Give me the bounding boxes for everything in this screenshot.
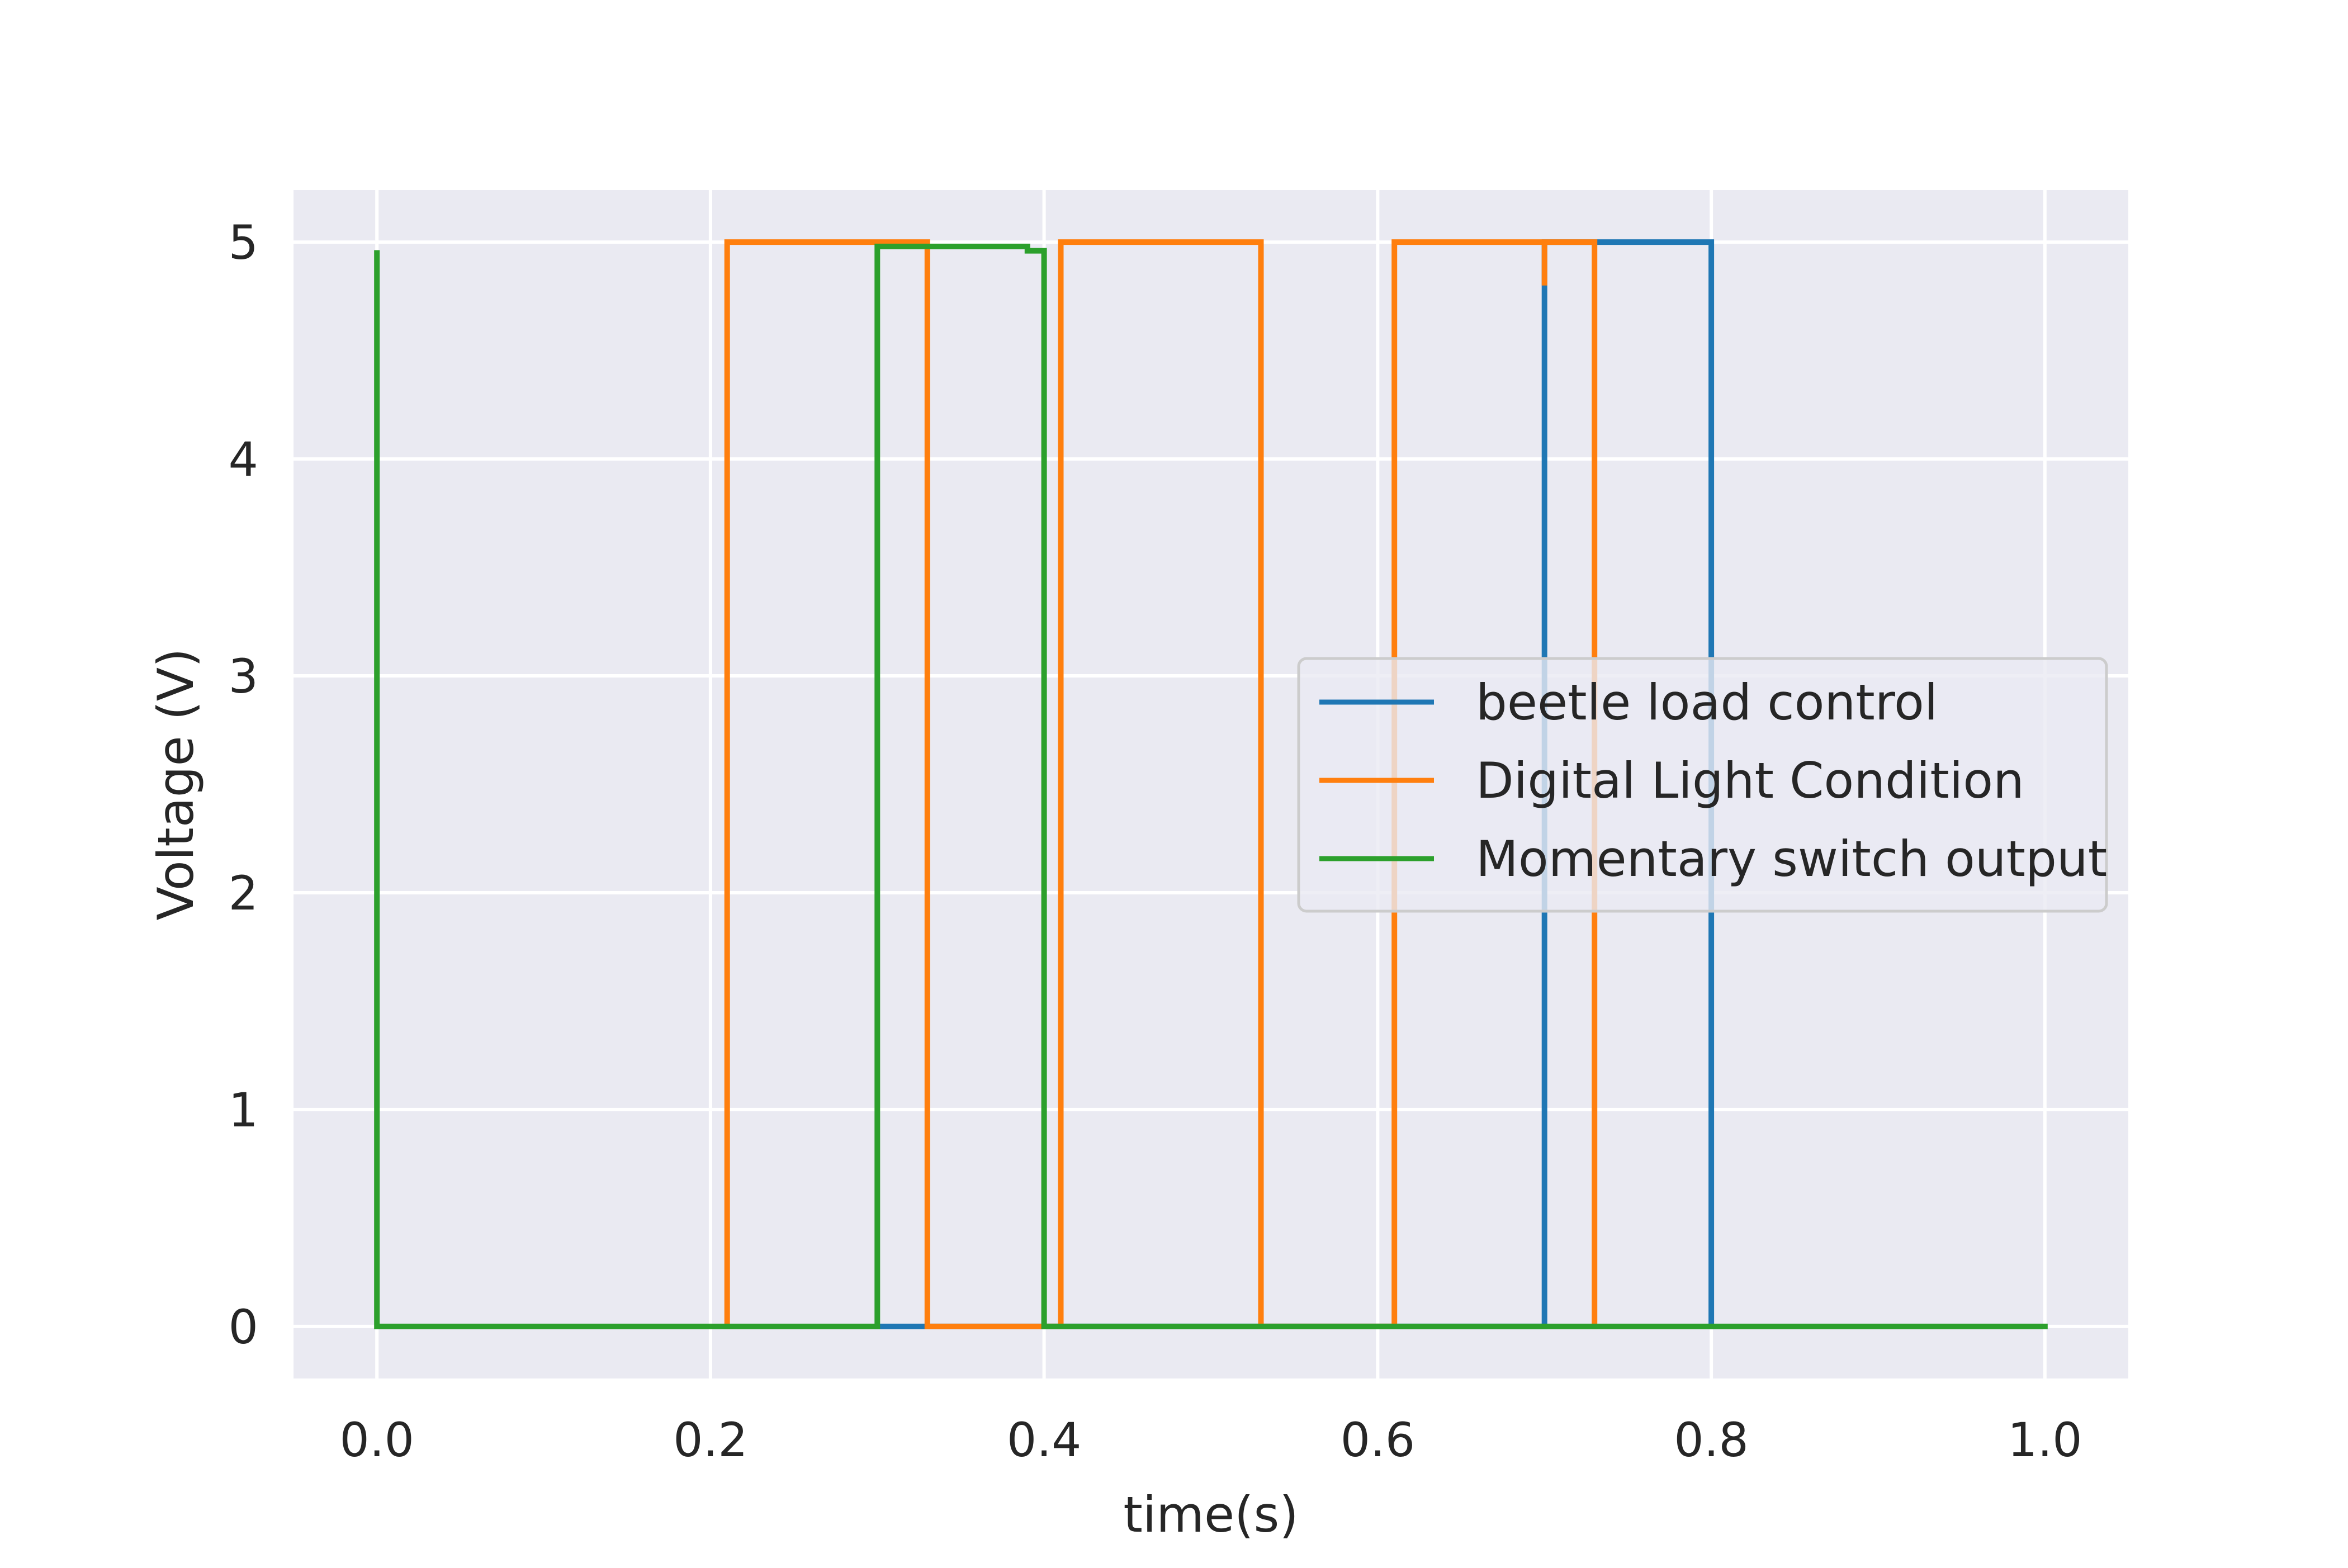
y-tick-label: 2 [229, 866, 258, 921]
y-tick-label: 0 [229, 1300, 258, 1354]
y-tick-label: 1 [229, 1083, 258, 1138]
x-axis-ticks: 0.0 0.2 0.4 0.6 0.8 1.0 [339, 1413, 2082, 1467]
legend: beetle load control Digital Light Condit… [1297, 657, 2108, 913]
y-tick-label: 4 [229, 432, 258, 487]
x-axis-label: time(s) [1123, 1486, 1298, 1543]
x-tick-label: 0.0 [339, 1413, 414, 1467]
y-axis-label: Voltage (V) [147, 648, 205, 921]
series-lines [374, 239, 2048, 1329]
legend-label-momentary-switch-output: Momentary switch output [1476, 830, 2107, 888]
x-tick-label: 0.8 [1674, 1413, 1749, 1467]
legend-label-digital-light-condition: Digital Light Condition [1476, 752, 2024, 809]
x-tick-label: 0.6 [1341, 1413, 1416, 1467]
legend-box [1297, 657, 2108, 913]
y-tick-label: 5 [229, 215, 258, 270]
x-tick-label: 1.0 [2008, 1413, 2082, 1467]
series-line-momentary-switch-output [374, 243, 2048, 1329]
legend-label-beetle-load-control: beetle load control [1476, 674, 1938, 731]
x-tick-label: 0.4 [1007, 1413, 1082, 1467]
y-axis-ticks: 0 1 2 3 4 5 [229, 215, 258, 1354]
x-tick-label: 0.2 [673, 1413, 748, 1467]
y-tick-label: 3 [229, 649, 258, 704]
